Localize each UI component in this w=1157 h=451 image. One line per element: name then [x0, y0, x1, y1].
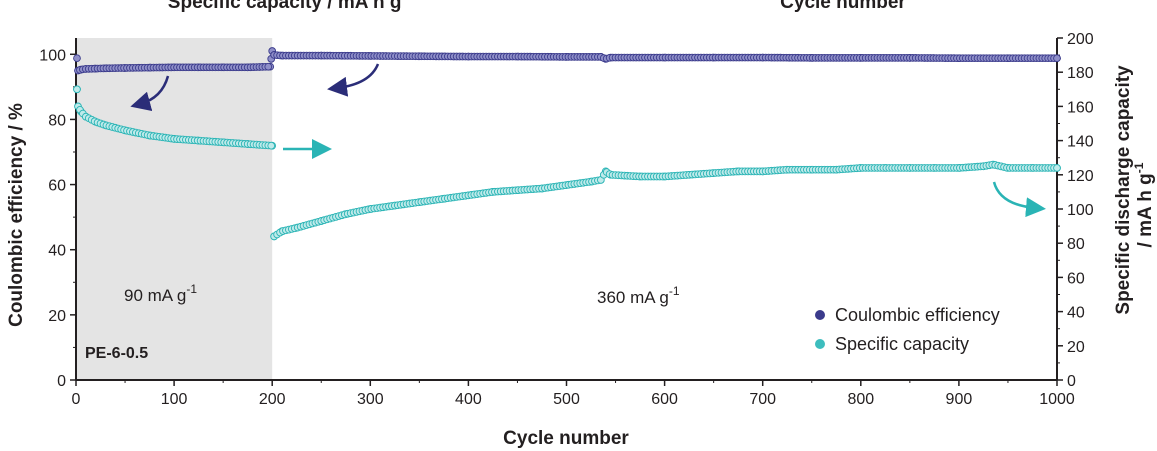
sample-label: PE-6-0.5	[85, 345, 148, 362]
y-right-tick-label: 0	[1067, 373, 1076, 390]
top-left-title: Specific capacity / mA h g-1	[168, 0, 413, 13]
y-right-tick-label: 80	[1067, 236, 1085, 253]
data-point	[73, 85, 81, 94]
x-tick-label: 100	[161, 391, 188, 408]
x-axis-title: Cycle number	[503, 428, 629, 449]
arrow-left-axis-icon	[130, 75, 170, 112]
y-left-tick-label: 0	[57, 373, 66, 390]
y-right-tick-label: 180	[1067, 65, 1094, 82]
y-left-tick-label: 40	[48, 243, 66, 260]
data-point	[73, 54, 81, 63]
y-right-tick-label: 120	[1067, 168, 1094, 185]
y-left-tick-label: 60	[48, 178, 66, 195]
data-point	[264, 62, 273, 71]
tick-labels: 0 100 200 300 400 500 600 700 800 900 100002040608…	[39, 31, 1094, 408]
x-tick-label: 900	[946, 391, 973, 408]
y-right-tick-label: 200	[1067, 31, 1094, 48]
x-tick-label: 0	[72, 391, 81, 408]
annotation-low-rate: 90 mA g-1	[124, 282, 197, 305]
legend: Coulombic efficiency Specific capacity	[815, 305, 1000, 354]
series-coulombic-efficiency	[73, 47, 1061, 75]
axes	[70, 37, 1063, 386]
x-tick-label: 500	[553, 391, 580, 408]
x-tick-label: 300	[357, 391, 384, 408]
data-point	[267, 141, 276, 150]
y-right-tick-label: 40	[1067, 305, 1085, 322]
legend-label-coulombic-efficiency: Coulombic efficiency	[835, 305, 1000, 325]
x-tick-label: 400	[455, 391, 482, 408]
series-specific-capacity	[73, 85, 1061, 241]
data-point	[1053, 164, 1061, 172]
x-tick-label: 600	[651, 391, 678, 408]
legend-marker-coulombic-efficiency	[815, 310, 825, 320]
y-right-tick-label: 140	[1067, 134, 1094, 151]
y-right-tick-label: 20	[1067, 339, 1085, 356]
y-left-tick-label: 20	[48, 308, 66, 325]
y-right-tick-label: 100	[1067, 202, 1094, 219]
y-right-axis-title-line2: / mA h g-1	[1132, 162, 1156, 247]
low-rate-shaded-region	[76, 38, 273, 380]
x-tick-label: 1000	[1039, 391, 1075, 408]
x-tick-label: 200	[259, 391, 286, 408]
legend-marker-specific-capacity	[815, 339, 825, 349]
annotation-high-rate: 360 mA g-1	[597, 284, 680, 307]
y-left-tick-label: 80	[48, 112, 66, 129]
data-point	[1053, 54, 1061, 63]
x-tick-label: 700	[749, 391, 776, 408]
y-right-tick-label: 60	[1067, 270, 1085, 287]
y-left-tick-label: 100	[39, 47, 66, 64]
y-right-tick-label: 160	[1067, 99, 1094, 116]
arrow-left-axis-icon-2	[327, 63, 380, 97]
x-tick-label: 800	[847, 391, 874, 408]
legend-label-specific-capacity: Specific capacity	[835, 334, 969, 354]
top-right-title: Cycle number	[780, 0, 906, 13]
y-right-axis-title-line1: Specific discharge capacity	[1113, 65, 1134, 315]
y-left-axis-title: Coulombic efficiency / %	[6, 103, 27, 327]
arrow-right-axis-icon-2	[992, 181, 1046, 218]
